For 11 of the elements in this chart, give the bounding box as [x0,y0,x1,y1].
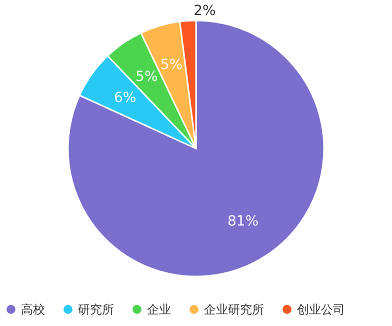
pie-slice [67,20,325,278]
legend-label: 研究所 [78,302,114,316]
data-label: 2% [194,2,216,19]
data-label: 81% [227,214,259,230]
legend-label: 高校 [21,302,45,316]
legend-label: 企业研究所 [204,302,264,316]
data-label: 5% [136,68,158,85]
legend-label: 企业 [147,302,171,316]
legend-label: 创业公司 [297,302,345,316]
data-label: 5% [160,56,183,73]
data-label: 6% [114,90,136,106]
